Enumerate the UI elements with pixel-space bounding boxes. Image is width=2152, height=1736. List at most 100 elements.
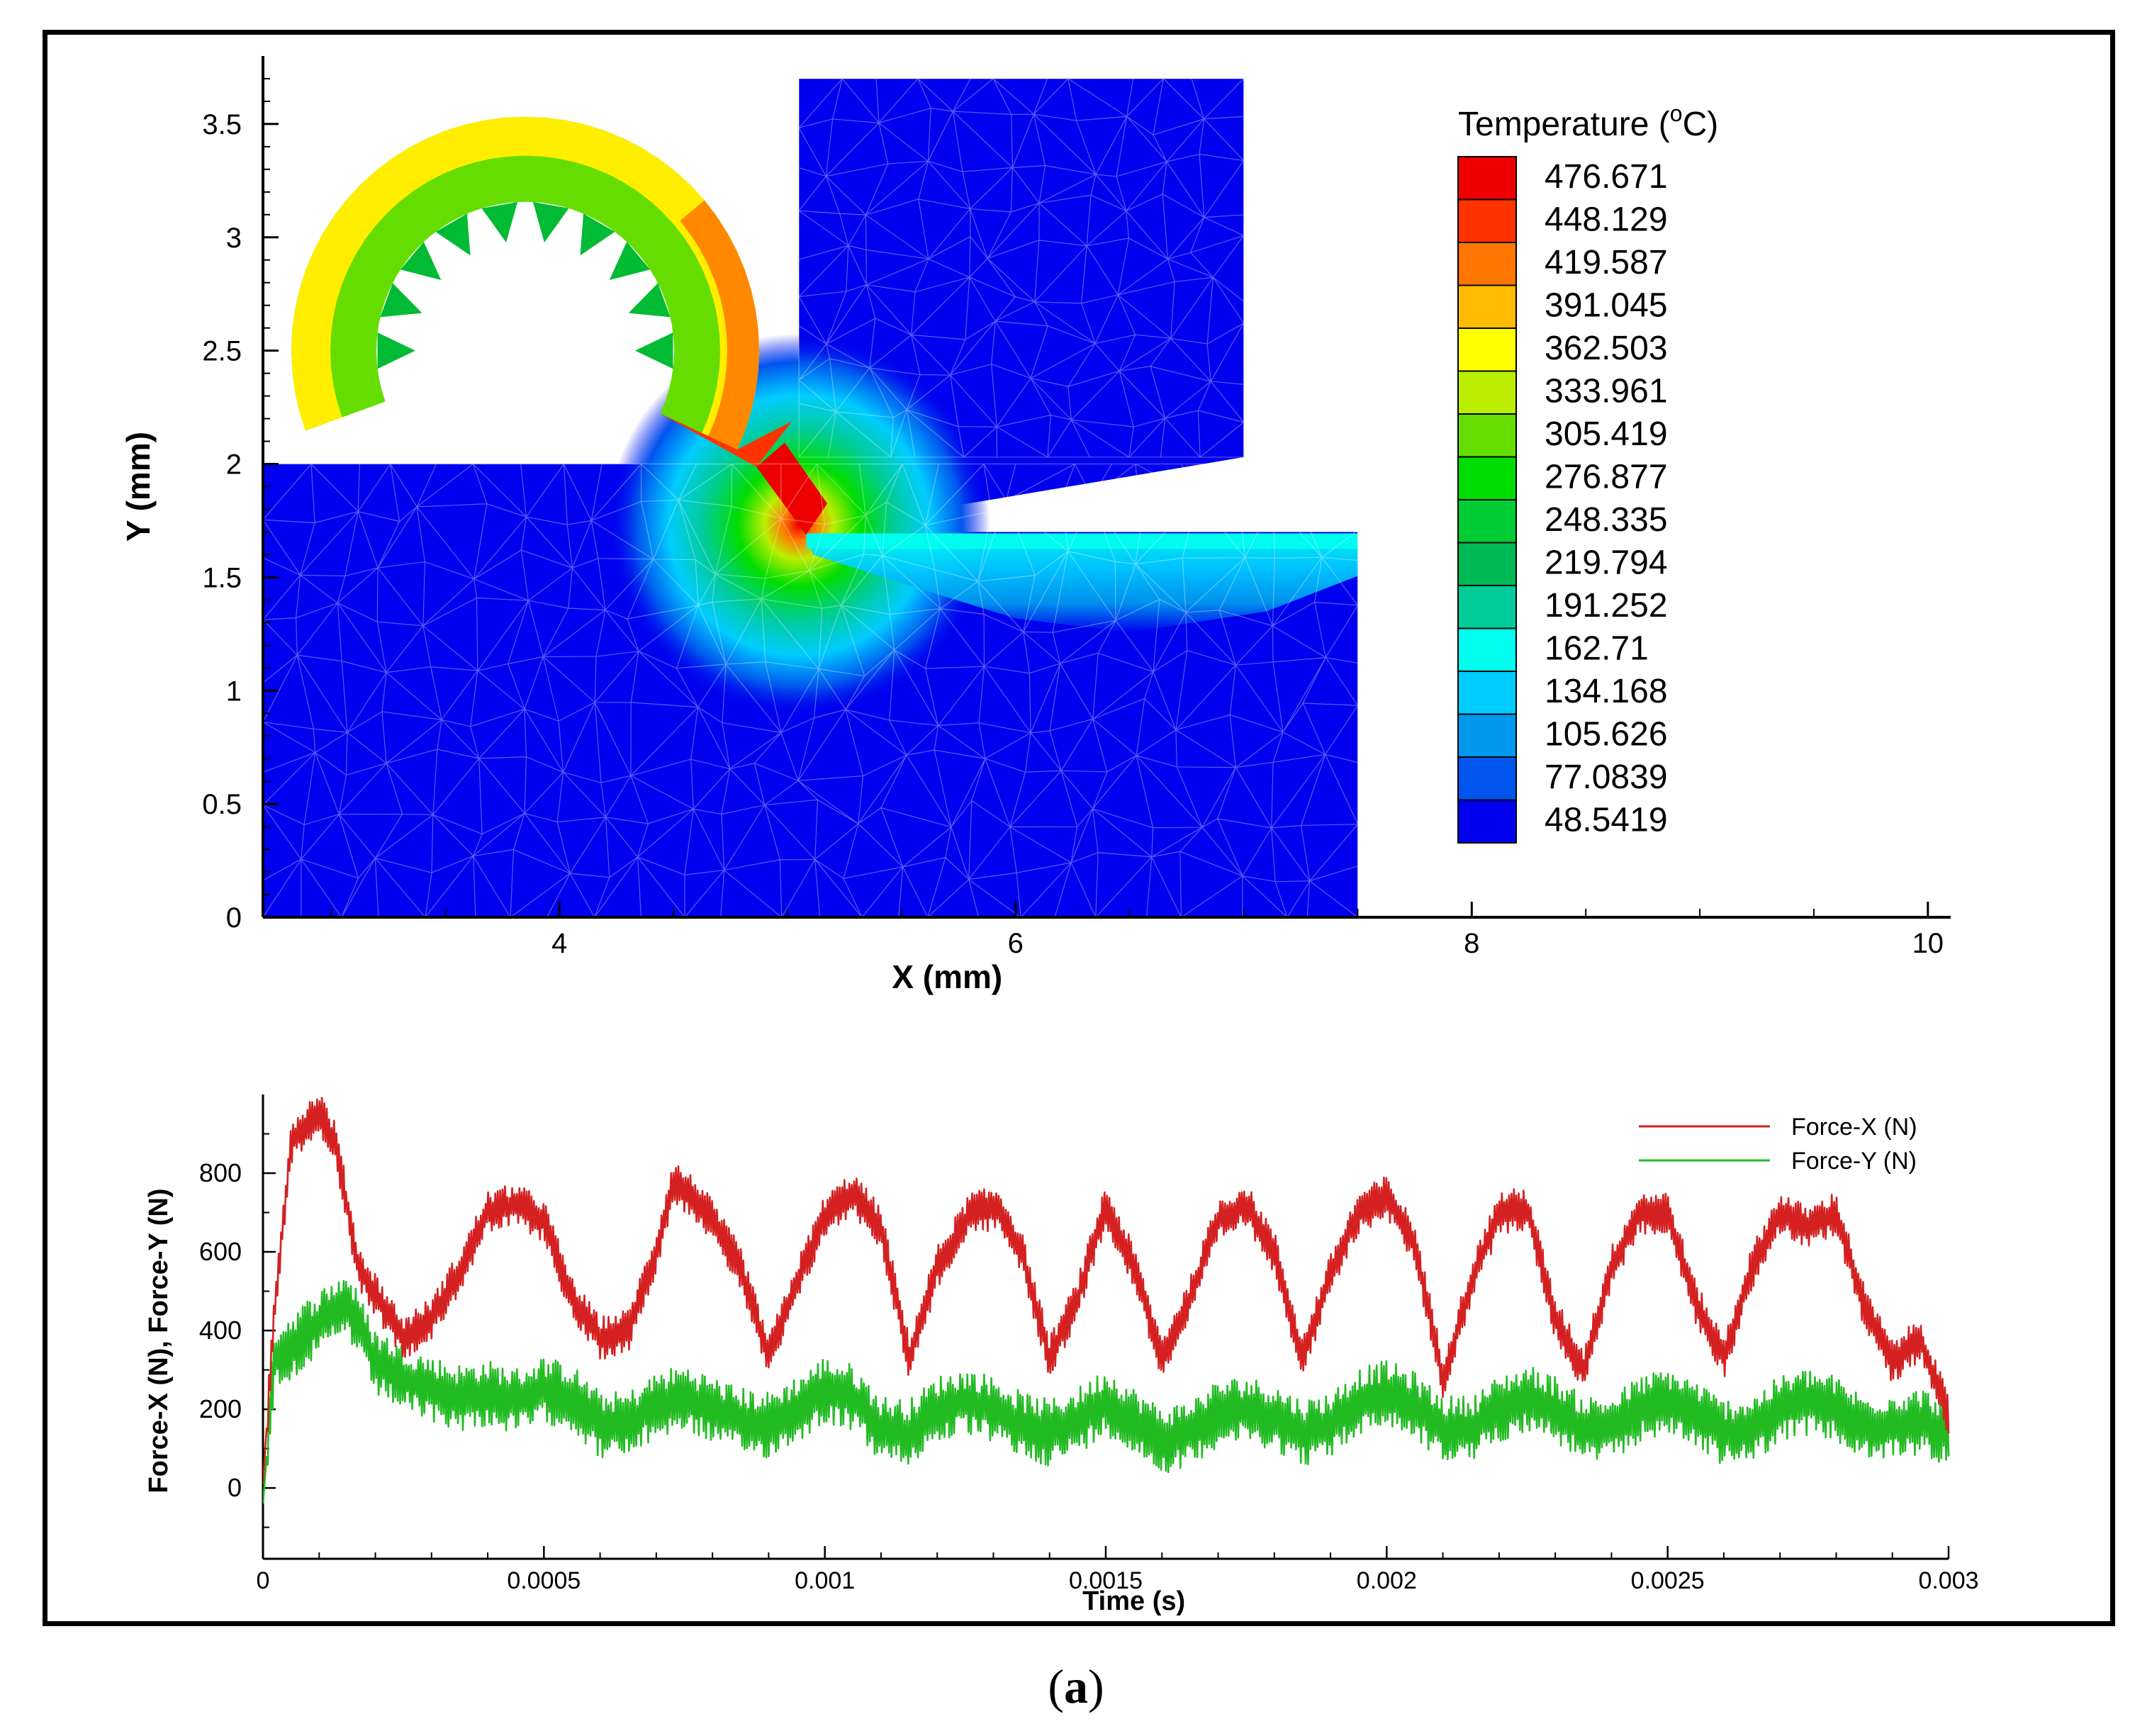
top-y-tick-label: 0 [226, 902, 242, 934]
bottom-y-tick-label: 400 [199, 1316, 242, 1345]
bottom-x-tick-label: 0.002 [1357, 1567, 1417, 1594]
legend-swatch [1457, 370, 1517, 415]
caption-open: ( [1048, 1659, 1064, 1713]
mesh-lines [263, 78, 1359, 918]
top-y-tick-label: 1.5 [202, 562, 242, 593]
legend-swatch [1457, 671, 1517, 715]
legend-level-label: 162.71 [1545, 630, 1649, 668]
bottom-x-tick-label: 0.0015 [1069, 1567, 1143, 1594]
bottom-y-tick-label: 800 [199, 1158, 242, 1187]
legend-level-label: 48.5419 [1545, 802, 1668, 839]
time-axis-label: Time (s) [1082, 1586, 1185, 1616]
legend-level-label: 448.129 [1545, 201, 1668, 239]
legend-swatch [1457, 499, 1517, 544]
legend-level-label: 419.587 [1545, 244, 1668, 281]
bottom-x-tick-label: 0.0025 [1631, 1567, 1705, 1594]
legend-level-label: 219.794 [1545, 544, 1668, 582]
bottom-y-tick-label: 200 [199, 1394, 242, 1423]
bottom-y-tick-label: 600 [199, 1237, 242, 1266]
legend-swatch [1457, 585, 1517, 629]
legend-level-label: 105.626 [1545, 716, 1668, 754]
chip-serration [609, 242, 651, 281]
caption-close: ) [1088, 1659, 1104, 1713]
bottom-axes: 0 200 400 600 800 0 0.0005 0.001 0.0015 0.002 0.00… [199, 1094, 1979, 1594]
temperature-contour-plot: 0 0.5 1 1.5 2 2.5 3 3.5 4 6 8 10 Temperature (oC) 47… [120, 56, 1951, 995]
legend-swatch [1457, 242, 1517, 286]
shear-zone [756, 442, 828, 535]
legend-title-main: Temperature ( [1458, 106, 1670, 143]
figure-frame: 0 0.5 1 1.5 2 2.5 3 3.5 4 6 8 10 Temperature (oC) 47… [43, 30, 2115, 1626]
top-y-tick-label: 0.5 [202, 789, 242, 820]
bottom-x-tick-label: 0 [257, 1567, 270, 1594]
chip-serration [635, 332, 673, 369]
temperature-legend: Temperature (oC) 476.671 448.129 419.587 391… [1457, 101, 1718, 844]
legend-level-label: 77.0839 [1545, 758, 1668, 796]
force-axis-label: Force-X (N), Force-Y (N) [144, 1188, 174, 1493]
chip-serration [533, 201, 569, 243]
top-y-tick-label: 2 [226, 449, 242, 481]
top-y-tick-label: 3 [226, 223, 242, 254]
top-x-tick-label: 4 [551, 928, 567, 959]
legend-level-label: 476.671 [1545, 158, 1668, 196]
top-x-tick-label: 10 [1912, 928, 1944, 959]
top-y-tick-label: 3.5 [202, 109, 242, 140]
top-x-tick-label: 8 [1464, 928, 1479, 959]
legend-level-label: 248.335 [1545, 501, 1668, 539]
legend-title-degree: o [1670, 101, 1683, 126]
top-x-tick-label: 6 [1008, 928, 1024, 959]
chip-serration [628, 283, 671, 318]
legend-level-label: 305.419 [1545, 415, 1668, 453]
chip-serration [435, 213, 471, 256]
figure-caption: (a) [0, 1659, 2152, 1715]
force-time-plot: 0 200 400 600 800 0 0.0005 0.001 0.0015 0.002 0.00… [144, 1094, 1979, 1616]
force-x-line [263, 1097, 1950, 1484]
chip-serration [400, 242, 442, 281]
legend-level-label: 276.877 [1545, 459, 1668, 496]
legend-swatch [1457, 756, 1517, 801]
bottom-x-tick-label: 0.001 [795, 1567, 855, 1594]
legend-swatch [1457, 799, 1517, 844]
chip-serration [377, 332, 416, 369]
legend-level-label: 333.961 [1545, 373, 1668, 410]
legend-swatch [1457, 542, 1517, 586]
legend-swatch [1457, 713, 1517, 758]
legend-swatch [1457, 456, 1517, 500]
chip-serration [580, 213, 615, 256]
machined-surface-layer [806, 533, 1358, 633]
legend-series-label: Force-Y (N) [1791, 1148, 1917, 1175]
force-lines [263, 1097, 1950, 1504]
legend-level-label: 391.045 [1545, 287, 1668, 325]
legend-swatch [1457, 627, 1517, 672]
legend-title-unit: C) [1683, 106, 1719, 143]
legend-level-label: 134.168 [1545, 673, 1668, 710]
legend-series-label: Force-X (N) [1791, 1114, 1917, 1141]
surface-skin [806, 533, 1358, 549]
bottom-x-tick-label: 0.003 [1918, 1567, 1978, 1594]
y-axis-label: Y (mm) [120, 432, 157, 542]
legend-swatch [1457, 284, 1517, 329]
chip-serration [380, 283, 422, 318]
bottom-x-tick-label: 0.0005 [507, 1567, 581, 1594]
legend-title: Temperature (oC) [1458, 101, 1718, 143]
legend-level-label: 191.252 [1545, 587, 1668, 625]
chip-hot-band [680, 200, 760, 450]
chip-outer-band [291, 116, 760, 450]
top-y-tick-label: 1 [226, 676, 242, 707]
legend-swatch [1457, 413, 1517, 458]
force-y-line [263, 1279, 1950, 1504]
top-y-tick-label: 2.5 [202, 336, 242, 367]
chip-serration [481, 201, 518, 243]
legend-swatch [1457, 156, 1517, 201]
legend-swatch [1457, 198, 1517, 243]
top-axes: 0 0.5 1 1.5 2 2.5 3 3.5 4 6 8 10 [202, 56, 1951, 959]
force-legend: Force-X (N) Force-Y (N) [1639, 1114, 1917, 1175]
chip [291, 116, 792, 467]
legend-level-label: 362.503 [1545, 330, 1668, 367]
caption-letter: a [1064, 1659, 1088, 1713]
tool-mesh [798, 78, 1245, 458]
chip-body [291, 116, 760, 450]
chip-root [660, 413, 792, 467]
bottom-y-tick-label: 0 [228, 1473, 242, 1502]
figure-canvas: 0 0.5 1 1.5 2 2.5 3 3.5 4 6 8 10 Temperature (oC) 47… [120, 56, 1979, 1616]
legend-swatch [1457, 327, 1517, 372]
